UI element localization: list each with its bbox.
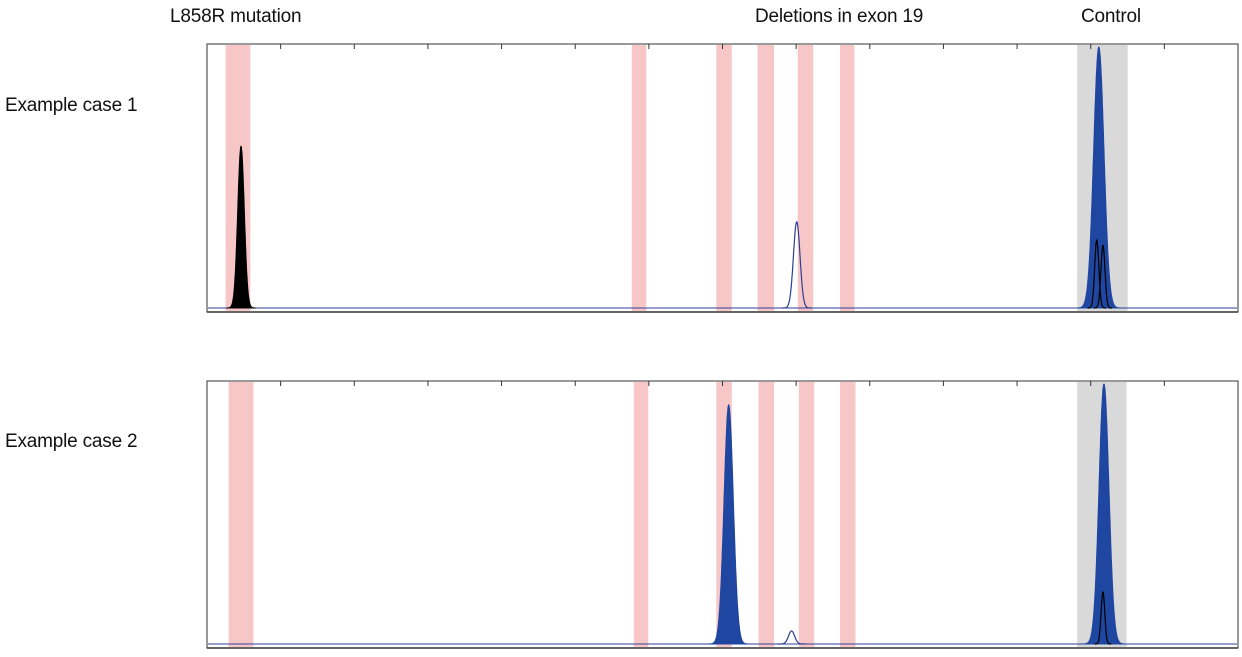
header-label-exon19: Deletions in exon 19 (755, 6, 924, 27)
row-label-case-2: Example case 2 (5, 431, 138, 452)
panel-case-1 (206, 43, 1239, 313)
region-band (757, 45, 775, 311)
peak-outline (1093, 244, 1113, 309)
region-band (716, 45, 732, 311)
region-band (798, 382, 815, 647)
header-label-control: Control (1081, 6, 1141, 27)
peak-filled (707, 403, 750, 645)
row-label-case-1: Example case 1 (5, 95, 138, 116)
panel-case-2 (206, 380, 1239, 649)
peak-outline (781, 221, 812, 309)
region-band (633, 382, 649, 647)
region-band (631, 45, 647, 311)
header-label-l858r: L858R mutation (170, 6, 302, 27)
peak-outline (1094, 591, 1112, 645)
peak-filled (226, 145, 256, 309)
region-band (840, 382, 856, 647)
region-band (758, 382, 775, 647)
peak-filled (1075, 46, 1122, 309)
region-band (797, 45, 814, 311)
peak-filled (1081, 383, 1127, 645)
region-band (228, 382, 254, 647)
peak-outline (1087, 238, 1106, 309)
peak-outline (777, 630, 806, 645)
region-band (840, 45, 855, 311)
